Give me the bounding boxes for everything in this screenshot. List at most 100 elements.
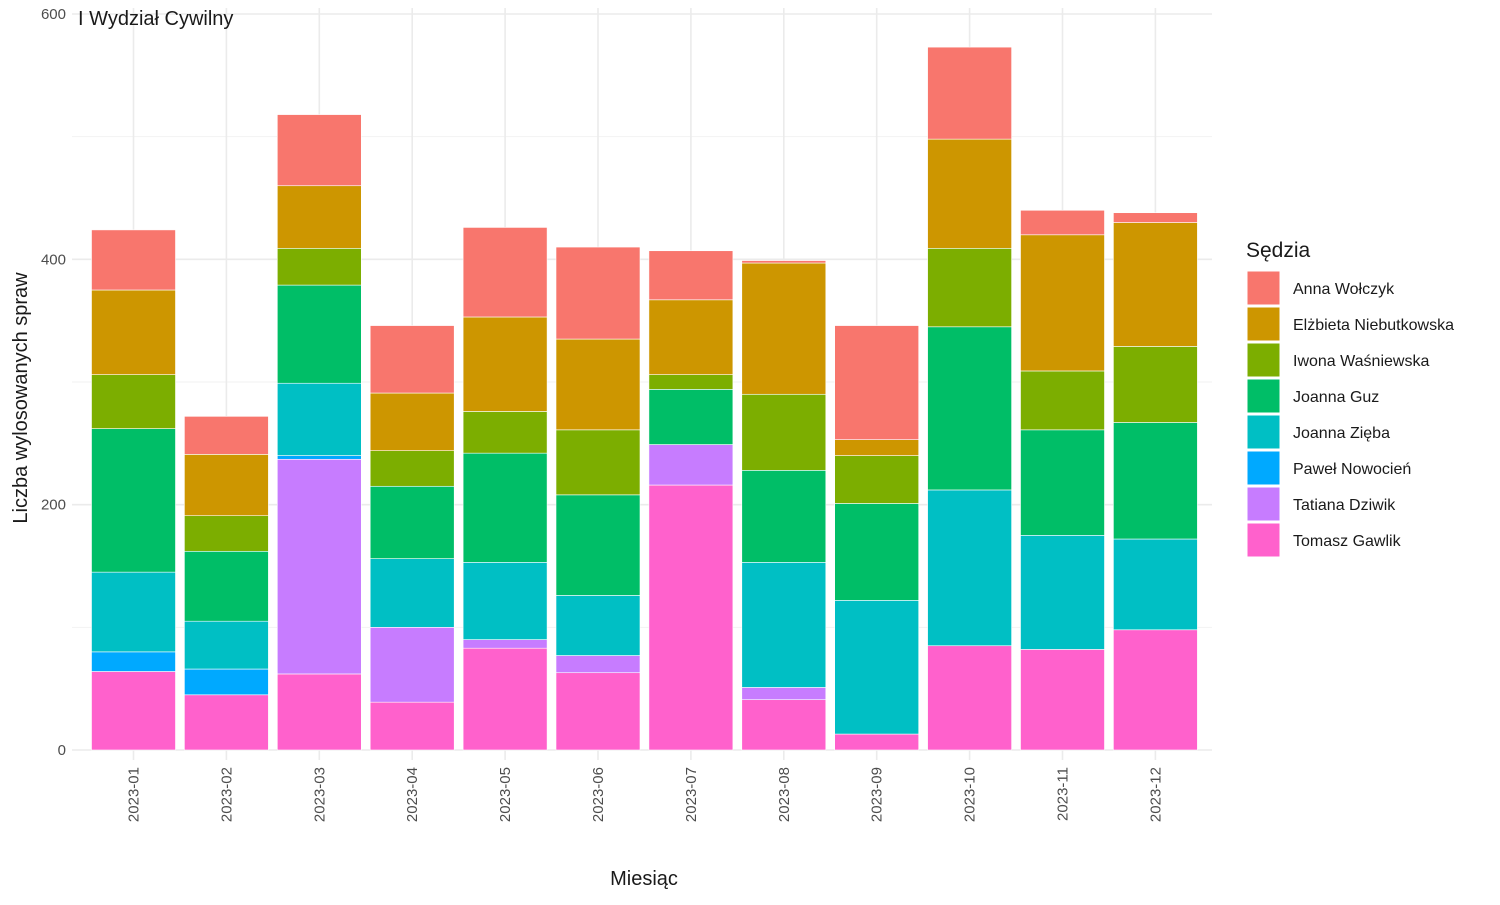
- bar-segment: [648, 299, 734, 375]
- y-tick-label: 400: [41, 251, 66, 268]
- bar-segment: [555, 338, 641, 431]
- bar-segment: [741, 393, 827, 471]
- bar-segment: [369, 627, 455, 703]
- legend-label: Tomasz Gawlik: [1293, 533, 1402, 550]
- bar-segment: [741, 699, 827, 751]
- bar-segment: [1113, 422, 1198, 540]
- legend-key: [1246, 450, 1281, 486]
- y-tick-label: 600: [41, 6, 66, 23]
- bar-segment: [1020, 535, 1105, 650]
- bar-segment: [1020, 370, 1105, 431]
- legend-key: [1246, 270, 1281, 306]
- bar-segment: [91, 289, 176, 375]
- bar-segment: [369, 392, 455, 451]
- bar-segment: [1020, 209, 1105, 236]
- bar-segment: [184, 668, 269, 696]
- x-tick-label: 2023-02: [218, 767, 235, 822]
- bar-segment: [1020, 649, 1105, 751]
- bar-segment: [741, 562, 827, 688]
- bar-segment: [276, 284, 362, 384]
- bar-segment: [276, 185, 362, 249]
- bar-segment: [184, 515, 269, 552]
- bar-segment: [927, 46, 1012, 140]
- bar-segment: [834, 600, 920, 735]
- bar-segment: [184, 550, 269, 622]
- bar-segment: [555, 672, 641, 751]
- legend-key: [1246, 342, 1281, 378]
- bar-segment: [927, 489, 1012, 647]
- legend-label: Anna Wołczyk: [1293, 281, 1395, 298]
- bar-segment: [555, 494, 641, 596]
- bar-segment: [1113, 346, 1198, 423]
- x-tick-label: 2023-10: [962, 767, 979, 822]
- x-axis-title: Miesiąc: [610, 868, 678, 890]
- x-tick-label: 2023-12: [1147, 767, 1164, 822]
- bar-segment: [462, 639, 548, 649]
- legend-label: Joanna Guz: [1293, 389, 1379, 406]
- bar-segment: [1020, 234, 1105, 372]
- bar-segment: [462, 227, 548, 318]
- legend-key: [1246, 306, 1281, 342]
- legend-label: Tatiana Dziwik: [1293, 497, 1396, 514]
- legend-key: [1246, 414, 1281, 450]
- bar-segment: [91, 374, 176, 429]
- bar-segment: [555, 429, 641, 496]
- bar-segment: [1113, 212, 1198, 223]
- bar-segment: [555, 246, 641, 340]
- bar-segment: [369, 450, 455, 487]
- x-tick-label: 2023-07: [683, 767, 700, 822]
- bar-segment: [91, 428, 176, 573]
- x-tick-label: 2023-05: [497, 767, 514, 822]
- bar-segment: [369, 558, 455, 628]
- legend-key: [1246, 486, 1281, 522]
- y-tick-label: 0: [58, 742, 66, 759]
- bar-segment: [184, 694, 269, 751]
- x-tick-label: 2023-04: [404, 767, 421, 822]
- legend-key: [1246, 378, 1281, 414]
- bar-segment: [555, 595, 641, 656]
- bar-segment: [834, 439, 920, 456]
- bar-segment: [91, 671, 176, 751]
- bar-segment: [555, 655, 641, 674]
- bar-segment: [276, 458, 362, 675]
- bar-segment: [741, 470, 827, 563]
- bar-segment: [1113, 629, 1198, 751]
- bar-segment: [648, 389, 734, 445]
- x-tick-label: 2023-01: [126, 767, 143, 822]
- bar-segment: [184, 620, 269, 670]
- x-tick-label: 2023-08: [776, 767, 793, 822]
- bar-segment: [276, 247, 362, 286]
- bar-segment: [462, 562, 548, 640]
- bar-segment: [276, 382, 362, 456]
- bar-segment: [1113, 538, 1198, 631]
- bar-segment: [741, 260, 827, 264]
- legend-key: [1246, 522, 1281, 558]
- legend-label: Paweł Nowocień: [1293, 461, 1411, 478]
- bar-segment: [276, 114, 362, 187]
- bar-segment: [648, 250, 734, 301]
- x-tick-label: 2023-06: [590, 767, 607, 822]
- bar-segment: [91, 651, 176, 672]
- bar-segment: [184, 416, 269, 455]
- bar-segment: [834, 733, 920, 751]
- bar-segment: [91, 229, 176, 291]
- bar-segment: [834, 325, 920, 440]
- bar-segment: [927, 247, 1012, 328]
- legend-title: Sędzia: [1246, 239, 1311, 262]
- bar-segment: [91, 571, 176, 653]
- bar-segment: [369, 485, 455, 559]
- bar-segment: [927, 645, 1012, 751]
- bar-segment: [834, 503, 920, 601]
- bar-segment: [369, 325, 455, 394]
- x-tick-label: 2023-11: [1055, 767, 1072, 821]
- bar-segment: [927, 138, 1012, 249]
- x-tick-label: 2023-09: [869, 767, 886, 822]
- legend-label: Iwona Waśniewska: [1293, 353, 1429, 370]
- bar-segment: [834, 455, 920, 504]
- facet-title: I Wydział Cywilny: [78, 8, 234, 30]
- bar-segment: [462, 316, 548, 412]
- bar-segment: [648, 444, 734, 486]
- bar-segment: [276, 673, 362, 751]
